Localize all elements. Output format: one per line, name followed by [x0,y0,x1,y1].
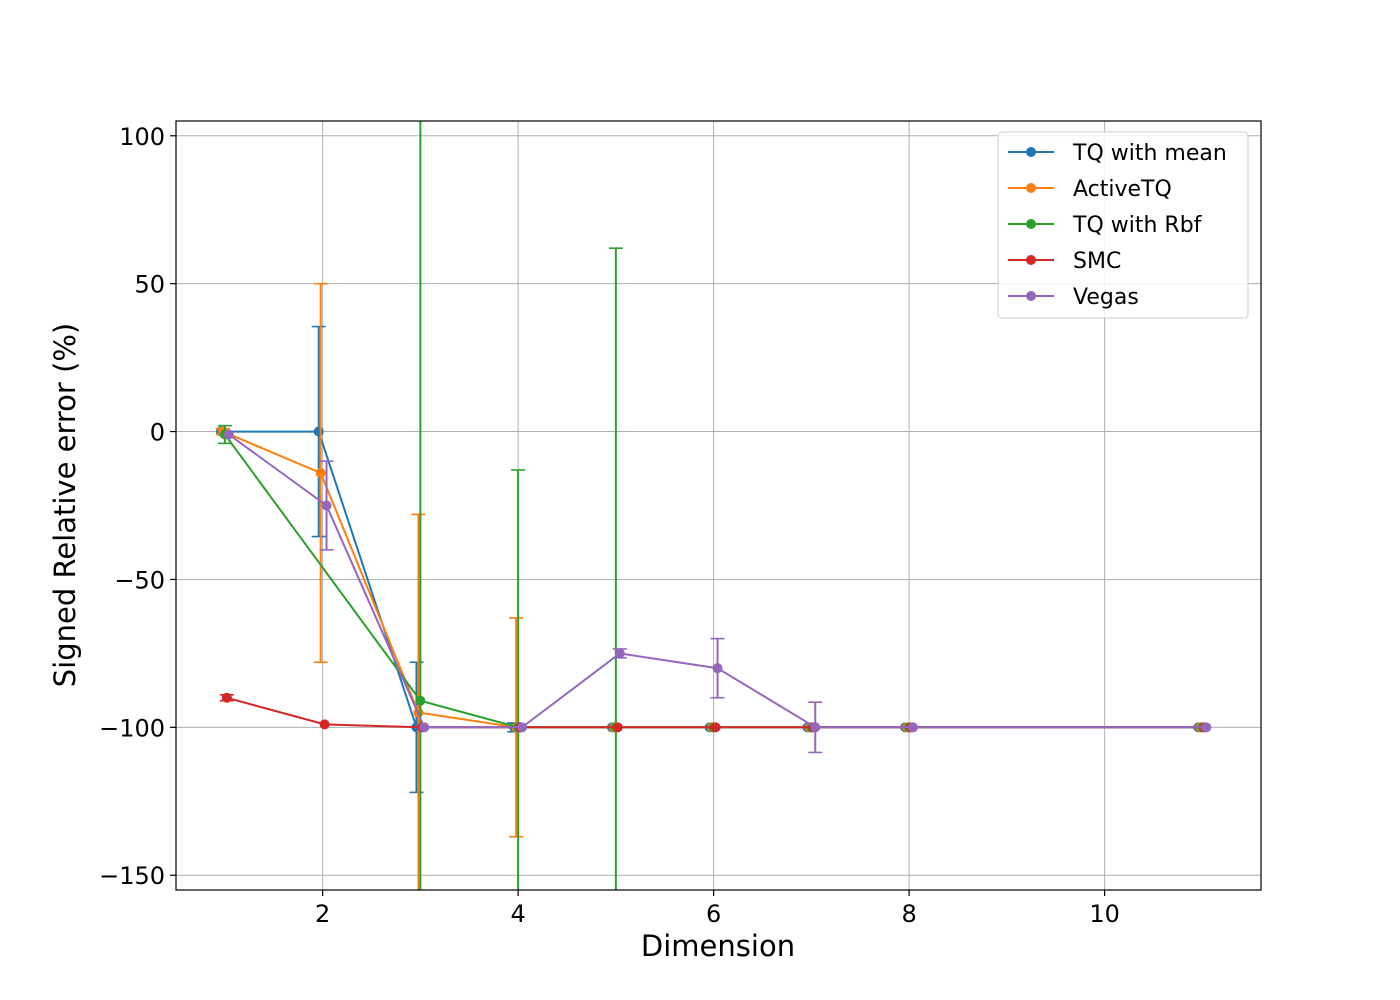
legend-item: SMC [1008,249,1121,274]
data-point [315,467,326,478]
data-point [612,722,623,733]
legend-swatch-marker [1026,255,1036,265]
data-point [319,719,330,730]
data-point [223,429,234,440]
data-point [313,426,324,437]
data-point [321,500,332,511]
legend-item: Vegas [1008,285,1139,310]
y-tick-label: 100 [119,123,165,151]
series-tq-with-mean [215,325,1204,794]
data-point [710,722,721,733]
data-point [614,648,625,659]
y-tick-label: −50 [114,566,165,594]
legend-swatch-marker [1026,219,1036,229]
legend-swatch-marker [1026,183,1036,193]
series-activetq [215,282,1206,890]
legend-item: TQ with mean [1008,141,1227,166]
series-vegas [223,429,1212,754]
plot-frame [175,120,1262,891]
data-point [908,722,919,733]
y-tick-label: −100 [99,714,165,742]
x-ticks: 2 4 6 8 10 [315,890,1120,928]
x-tick-label: 4 [510,900,525,928]
y-tick-label: 0 [150,419,165,447]
x-axis-label: Dimension [641,929,795,963]
x-tick-label: 10 [1089,900,1120,928]
legend-box [997,131,1249,319]
data-point [1201,722,1212,733]
data-point [419,722,430,733]
y-tick-label: −150 [99,862,165,890]
legend-swatch-marker [1026,147,1036,157]
legend-item: ActiveTQ [1008,177,1172,202]
y-ticks: 100 50 0 −50 −100 −150 [99,123,176,890]
legend-swatch-marker [1026,291,1036,301]
y-axis-label: Signed Relative error (%) [48,323,82,688]
data-point [415,695,426,706]
legend-label: TQ with Rbf [1072,213,1203,238]
data-point [221,692,232,703]
legend: TQ with mean ActiveTQ TQ with Rbf SMC Vegas [997,131,1249,319]
legend-label: Vegas [1073,285,1139,310]
data-point [712,663,723,674]
legend-label: SMC [1073,249,1121,274]
y-tick-label: 50 [134,271,165,299]
data-point [810,722,821,733]
x-tick-label: 6 [706,900,721,928]
legend-label: ActiveTQ [1073,177,1172,202]
data-point [517,722,528,733]
x-tick-label: 2 [315,900,330,928]
x-tick-label: 8 [901,900,916,928]
legend-label: TQ with mean [1072,141,1227,166]
plot-area [215,121,1212,890]
legend-item: TQ with Rbf [1008,213,1203,238]
